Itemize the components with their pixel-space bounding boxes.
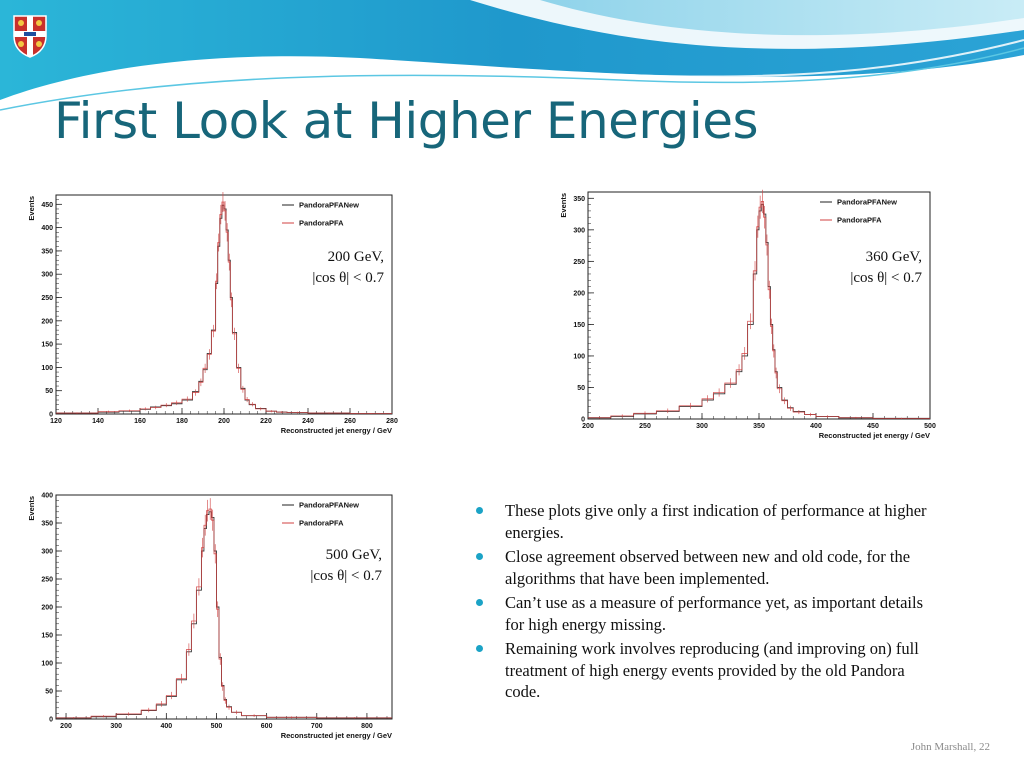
bullet-item: Can’t use as a measure of performance ye… (474, 592, 944, 635)
y-tick-label: 300 (41, 272, 53, 279)
x-axis-title: Reconstructed jet energy / GeV (819, 431, 930, 440)
y-tick-label: 350 (41, 248, 53, 255)
y-tick-label: 150 (573, 322, 585, 329)
y-tick-label: 100 (41, 661, 53, 668)
x-tick-label: 180 (176, 418, 188, 425)
legend-label: PandoraPFANew (299, 201, 359, 210)
y-tick-label: 0 (581, 417, 585, 424)
x-tick-label: 240 (302, 418, 314, 425)
annotation-200gev-cut: |cos θ| < 0.7 (312, 270, 384, 286)
histogram-500gev: 200 300 400 500 600 700 800 0 50 100 150 200 250 300 3… (26, 489, 398, 743)
x-tick-label: 280 (386, 418, 398, 425)
annotation-360gev-energy: 360 GeV, (865, 249, 922, 265)
y-tick-label: 0 (49, 412, 53, 419)
histogram-200gev: 120 140 160 180 200 220 240 260 280 0 50 100 150 200 2… (26, 189, 398, 441)
x-tick-label: 200 (582, 423, 594, 430)
y-tick-label: 250 (41, 577, 53, 584)
y-tick-label: 250 (41, 295, 53, 302)
x-tick-label: 220 (260, 418, 272, 425)
legend-label: PandoraPFANew (299, 501, 359, 510)
histogram-360gev: 200 250 300 350 400 450 500 0 50 100 150 200 250 300 3… (552, 186, 936, 444)
x-tick-label: 200 (60, 723, 72, 730)
x-tick-label: 800 (361, 723, 373, 730)
y-tick-label: 300 (41, 549, 53, 556)
legend-label: PandoraPFA (299, 219, 344, 228)
x-tick-label: 400 (810, 423, 822, 430)
x-tick-label: 140 (92, 418, 104, 425)
y-axis-title: Events (27, 496, 36, 521)
slide-title: First Look at Higher Energies (54, 92, 759, 150)
university-crest-logo (13, 15, 47, 58)
x-tick-label: 300 (696, 423, 708, 430)
bullet-list: These plots give only a first indication… (474, 500, 944, 706)
y-tick-label: 0 (49, 717, 53, 724)
bullet-dot-icon (476, 599, 483, 606)
y-tick-label: 200 (41, 605, 53, 612)
y-tick-label: 350 (41, 521, 53, 528)
x-tick-label: 400 (160, 723, 172, 730)
x-tick-label: 250 (639, 423, 651, 430)
bullet-item: These plots give only a first indication… (474, 500, 944, 543)
y-tick-label: 400 (41, 493, 53, 500)
x-tick-label: 260 (344, 418, 356, 425)
annotation-500gev-energy: 500 GeV, (325, 547, 382, 563)
histogram-500gev-plot: 200 300 400 500 600 700 800 0 50 100 150 200 250 300 3… (27, 493, 393, 740)
plot-frame (55, 194, 393, 415)
x-tick-label: 450 (867, 423, 879, 430)
y-tick-label: 200 (41, 318, 53, 325)
histogram-360gev-plot: 200 250 300 350 400 450 500 0 50 100 150 200 250 300 3… (559, 189, 936, 440)
x-tick-label: 300 (110, 723, 122, 730)
bullet-dot-icon (476, 645, 483, 652)
legend-label: PandoraPFA (299, 519, 344, 528)
bullet-item: Remaining work involves reproducing (and… (474, 638, 944, 703)
y-axis-title: Events (559, 193, 568, 218)
annotation-200gev: 200 GeV, |cos θ| < 0.7 (286, 247, 384, 289)
y-tick-label: 50 (45, 388, 53, 395)
y-tick-label: 200 (573, 290, 585, 297)
plot-frame (55, 494, 393, 720)
legend-label: PandoraPFA (837, 216, 882, 225)
annotation-500gev-cut: |cos θ| < 0.7 (310, 568, 382, 584)
y-tick-label: 100 (41, 365, 53, 372)
y-axis-title: Events (27, 196, 36, 221)
y-tick-label: 150 (41, 633, 53, 640)
x-tick-label: 600 (261, 723, 273, 730)
y-tick-label: 300 (573, 227, 585, 234)
annotation-200gev-energy: 200 GeV, (327, 249, 384, 265)
x-axis-title: Reconstructed jet energy / GeV (281, 426, 392, 435)
y-tick-label: 450 (41, 202, 53, 209)
y-tick-label: 50 (577, 385, 585, 392)
x-tick-label: 200 (218, 418, 230, 425)
y-tick-label: 100 (573, 353, 585, 360)
legend-label: PandoraPFANew (837, 198, 897, 207)
header-banner (0, 0, 1024, 111)
x-tick-label: 350 (753, 423, 765, 430)
annotation-360gev-cut: |cos θ| < 0.7 (850, 270, 922, 286)
annotation-360gev: 360 GeV, |cos θ| < 0.7 (822, 247, 922, 289)
y-tick-label: 350 (573, 196, 585, 203)
x-tick-label: 500 (924, 423, 936, 430)
x-axis-title: Reconstructed jet energy / GeV (281, 731, 392, 740)
bullet-dot-icon (476, 507, 483, 514)
x-tick-label: 120 (50, 418, 62, 425)
x-tick-label: 500 (211, 723, 223, 730)
y-tick-label: 50 (45, 689, 53, 696)
histogram-200gev-plot: 120 140 160 180 200 220 240 260 280 0 50 100 150 200 2… (27, 192, 398, 435)
bullet-item: Close agreement observed between new and… (474, 546, 944, 589)
bullet-dot-icon (476, 553, 483, 560)
x-tick-label: 700 (311, 723, 323, 730)
y-tick-label: 150 (41, 342, 53, 349)
x-tick-label: 160 (134, 418, 146, 425)
footer-author-page: John Marshall, 22 (910, 741, 990, 753)
y-tick-label: 250 (573, 259, 585, 266)
y-tick-label: 400 (41, 225, 53, 232)
annotation-500gev: 500 GeV, |cos θ| < 0.7 (282, 545, 382, 587)
